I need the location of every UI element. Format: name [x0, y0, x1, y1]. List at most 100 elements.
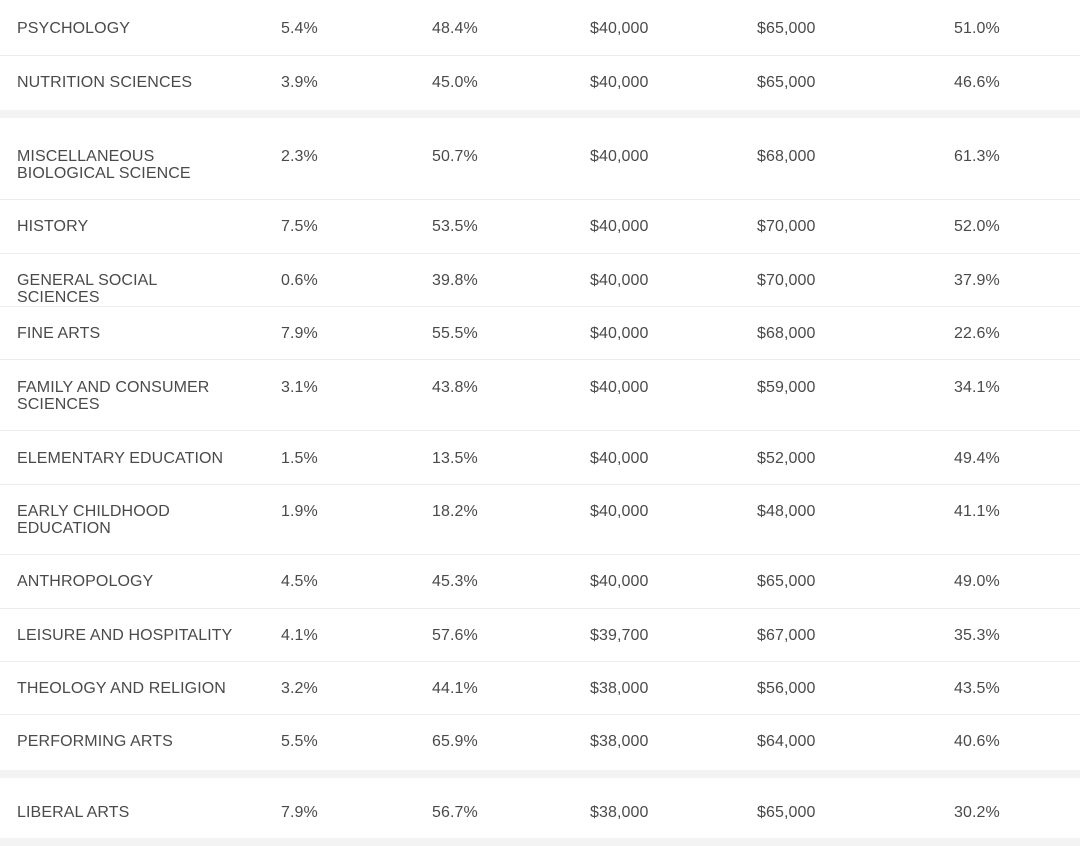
- underemployment-rate: 13.5%: [432, 450, 478, 467]
- table-row: THEOLOGY AND RELIGION 3.2% 44.1% $38,000…: [0, 662, 1080, 715]
- underemployment-rate: 43.8%: [432, 379, 478, 396]
- major-name: PERFORMING ARTS: [17, 733, 173, 750]
- mid-career-wage: $70,000: [757, 218, 816, 235]
- graduate-degree-share: 41.1%: [954, 503, 1000, 520]
- graduate-degree-share: 49.0%: [954, 573, 1000, 590]
- table-row: ELEMENTARY EDUCATION 1.5% 13.5% $40,000 …: [0, 431, 1080, 485]
- major-name: LIBERAL ARTS: [17, 804, 130, 821]
- unemployment-rate: 3.2%: [281, 680, 318, 697]
- table-row: FINE ARTS 7.9% 55.5% $40,000 $68,000 22.…: [0, 307, 1080, 360]
- table-row: HISTORY 7.5% 53.5% $40,000 $70,000 52.0%: [0, 200, 1080, 254]
- early-career-wage: $39,700: [590, 627, 649, 644]
- graduate-degree-share: 22.6%: [954, 325, 1000, 342]
- mid-career-wage: $70,000: [757, 272, 816, 289]
- early-career-wage: $40,000: [590, 325, 649, 342]
- unemployment-rate: 5.4%: [281, 20, 318, 37]
- unemployment-rate: 2.3%: [281, 148, 318, 165]
- mid-career-wage: $64,000: [757, 733, 816, 750]
- table-section: PSYCHOLOGY 5.4% 48.4% $40,000 $65,000 51…: [0, 0, 1080, 110]
- mid-career-wage: $48,000: [757, 503, 816, 520]
- unemployment-rate: 1.9%: [281, 503, 318, 520]
- graduate-degree-share: 51.0%: [954, 20, 1000, 37]
- mid-career-wage: $65,000: [757, 74, 816, 91]
- underemployment-rate: 53.5%: [432, 218, 478, 235]
- major-name: NUTRITION SCIENCES: [17, 74, 193, 91]
- graduate-degree-share: 43.5%: [954, 680, 1000, 697]
- unemployment-rate: 1.5%: [281, 450, 318, 467]
- underemployment-rate: 18.2%: [432, 503, 478, 520]
- major-name: PSYCHOLOGY: [17, 20, 131, 37]
- table-row: PSYCHOLOGY 5.4% 48.4% $40,000 $65,000 51…: [0, 0, 1080, 56]
- early-career-wage: $38,000: [590, 804, 649, 821]
- graduate-degree-share: 49.4%: [954, 450, 1000, 467]
- mid-career-wage: $68,000: [757, 325, 816, 342]
- mid-career-wage: $67,000: [757, 627, 816, 644]
- early-career-wage: $40,000: [590, 218, 649, 235]
- table-row: PERFORMING ARTS 5.5% 65.9% $38,000 $64,0…: [0, 715, 1080, 770]
- unemployment-rate: 5.5%: [281, 733, 318, 750]
- underemployment-rate: 48.4%: [432, 20, 478, 37]
- major-name: THEOLOGY AND RELIGION: [17, 680, 226, 697]
- major-name: FINE ARTS: [17, 325, 101, 342]
- unemployment-rate: 0.6%: [281, 272, 318, 289]
- early-career-wage: $40,000: [590, 148, 649, 165]
- mid-career-wage: $65,000: [757, 20, 816, 37]
- graduate-degree-share: 30.2%: [954, 804, 1000, 821]
- table-section: LIBERAL ARTS 7.9% 56.7% $38,000 $65,000 …: [0, 778, 1080, 838]
- early-career-wage: $40,000: [590, 573, 649, 590]
- underemployment-rate: 56.7%: [432, 804, 478, 821]
- table-row: LEISURE AND HOSPITALITY 4.1% 57.6% $39,7…: [0, 609, 1080, 662]
- table-row: NUTRITION SCIENCES 3.9% 45.0% $40,000 $6…: [0, 56, 1080, 110]
- major-name: GENERAL SOCIAL SCIENCES: [17, 272, 157, 306]
- underemployment-rate: 44.1%: [432, 680, 478, 697]
- underemployment-rate: 50.7%: [432, 148, 478, 165]
- major-name: ELEMENTARY EDUCATION: [17, 450, 224, 467]
- early-career-wage: $40,000: [590, 272, 649, 289]
- mid-career-wage: $59,000: [757, 379, 816, 396]
- unemployment-rate: 3.9%: [281, 74, 318, 91]
- early-career-wage: $40,000: [590, 379, 649, 396]
- early-career-wage: $40,000: [590, 503, 649, 520]
- mid-career-wage: $68,000: [757, 148, 816, 165]
- underemployment-rate: 39.8%: [432, 272, 478, 289]
- early-career-wage: $40,000: [590, 450, 649, 467]
- table-row: FAMILY AND CONSUMER SCIENCES 3.1% 43.8% …: [0, 360, 1080, 431]
- unemployment-rate: 4.5%: [281, 573, 318, 590]
- major-name: ANTHROPOLOGY: [17, 573, 154, 590]
- table-row: GENERAL SOCIAL SCIENCES 0.6% 39.8% $40,0…: [0, 254, 1080, 307]
- underemployment-rate: 55.5%: [432, 325, 478, 342]
- graduate-degree-share: 46.6%: [954, 74, 1000, 91]
- unemployment-rate: 7.5%: [281, 218, 318, 235]
- underemployment-rate: 45.0%: [432, 74, 478, 91]
- early-career-wage: $38,000: [590, 733, 649, 750]
- table-row: LIBERAL ARTS 7.9% 56.7% $38,000 $65,000 …: [0, 778, 1080, 838]
- unemployment-rate: 4.1%: [281, 627, 318, 644]
- early-career-wage: $40,000: [590, 20, 649, 37]
- underemployment-rate: 45.3%: [432, 573, 478, 590]
- early-career-wage: $38,000: [590, 680, 649, 697]
- table-row: MISCELLANEOUS BIOLOGICAL SCIENCE 2.3% 50…: [0, 118, 1080, 200]
- underemployment-rate: 57.6%: [432, 627, 478, 644]
- table-section: MISCELLANEOUS BIOLOGICAL SCIENCE 2.3% 50…: [0, 118, 1080, 770]
- table-row: ANTHROPOLOGY 4.5% 45.3% $40,000 $65,000 …: [0, 555, 1080, 609]
- major-name: HISTORY: [17, 218, 89, 235]
- mid-career-wage: $52,000: [757, 450, 816, 467]
- graduate-degree-share: 37.9%: [954, 272, 1000, 289]
- major-name: FAMILY AND CONSUMER SCIENCES: [17, 379, 210, 413]
- graduate-degree-share: 40.6%: [954, 733, 1000, 750]
- early-career-wage: $40,000: [590, 74, 649, 91]
- unemployment-rate: 3.1%: [281, 379, 318, 396]
- major-name: MISCELLANEOUS BIOLOGICAL SCIENCE: [17, 148, 191, 182]
- major-name: EARLY CHILDHOOD EDUCATION: [17, 503, 170, 537]
- unemployment-rate: 7.9%: [281, 804, 318, 821]
- graduate-degree-share: 52.0%: [954, 218, 1000, 235]
- mid-career-wage: $65,000: [757, 804, 816, 821]
- underemployment-rate: 65.9%: [432, 733, 478, 750]
- major-name: LEISURE AND HOSPITALITY: [17, 627, 233, 644]
- mid-career-wage: $65,000: [757, 573, 816, 590]
- graduate-degree-share: 61.3%: [954, 148, 1000, 165]
- graduate-degree-share: 34.1%: [954, 379, 1000, 396]
- graduate-degree-share: 35.3%: [954, 627, 1000, 644]
- table-row: EARLY CHILDHOOD EDUCATION 1.9% 18.2% $40…: [0, 485, 1080, 555]
- unemployment-rate: 7.9%: [281, 325, 318, 342]
